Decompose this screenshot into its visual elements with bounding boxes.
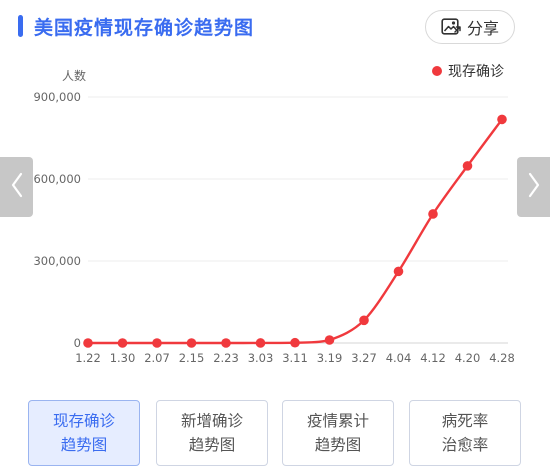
tab-label-line1: 新增确诊	[180, 412, 243, 430]
chart-tabs: 现存确诊 趋势图 新增确诊 趋势图 疫情累计 趋势图 病死率 治愈率	[0, 400, 550, 468]
tab-label-line1: 现存确诊	[52, 412, 115, 430]
y-axis-unit: 人数	[62, 68, 86, 83]
x-tick-label: 2.23	[213, 351, 239, 365]
x-tick-label: 1.30	[110, 351, 136, 365]
legend-marker	[432, 66, 442, 76]
data-point	[359, 315, 369, 326]
grid-lines	[88, 96, 508, 344]
data-point	[290, 337, 300, 348]
tab-label-line1: 疫情累计	[306, 412, 369, 430]
data-point	[221, 338, 231, 348]
next-chart-button[interactable]	[517, 157, 550, 217]
x-tick-label: 3.03	[248, 351, 274, 365]
data-point	[462, 161, 473, 171]
tab-label-line2: 趋势图	[60, 436, 108, 454]
chevron-right-icon	[527, 172, 541, 202]
data-point	[393, 266, 404, 277]
trend-chart: 人数 0 300,000 600,000 900,000 1.22 1.30 2.07 2.…	[0, 56, 550, 386]
title-accent-bar	[18, 15, 23, 37]
series-line	[87, 118, 503, 345]
series-layer	[83, 114, 507, 348]
tab-new-confirmed[interactable]: 新增确诊 趋势图	[156, 400, 268, 466]
tab-label-line1: 病死率	[441, 412, 489, 430]
x-tick-label: 3.19	[317, 351, 343, 365]
page-title: 美国疫情现存确诊趋势图	[34, 17, 255, 39]
chevron-left-icon	[10, 172, 24, 202]
data-point	[152, 338, 162, 348]
x-tick-label: 4.20	[455, 351, 481, 365]
data-point	[117, 338, 128, 348]
tab-label-line2: 趋势图	[188, 436, 236, 454]
y-tick-labels: 0 300,000 600,000 900,000	[33, 90, 81, 350]
tab-label-line2: 趋势图	[314, 436, 362, 454]
data-point	[497, 114, 507, 125]
legend-label: 现存确诊	[448, 64, 504, 80]
tab-cumulative[interactable]: 疫情累计 趋势图	[282, 400, 394, 466]
x-tick-label: 3.27	[351, 351, 377, 365]
data-point	[83, 338, 93, 348]
x-tick-label: 2.15	[179, 351, 205, 365]
x-tick-label: 4.28	[489, 351, 515, 365]
x-tick-label: 1.22	[75, 351, 101, 365]
y-tick-label: 900,000	[33, 90, 81, 104]
x-tick-label: 2.07	[144, 351, 170, 365]
tab-label-line2: 治愈率	[441, 436, 489, 454]
data-point	[324, 335, 335, 345]
chart-header: 美国疫情现存确诊趋势图 分享	[0, 0, 550, 56]
x-tick-label: 3.11	[282, 351, 308, 365]
chart-svg: 人数 0 300,000 600,000 900,000 1.22 1.30 2.07 2.…	[33, 64, 515, 365]
tab-current-confirmed[interactable]: 现存确诊 趋势图	[28, 400, 140, 466]
data-point	[186, 338, 197, 348]
data-point	[428, 209, 438, 219]
image-share-icon	[441, 18, 461, 36]
share-label: 分享	[466, 19, 499, 38]
share-button[interactable]: 分享	[425, 10, 515, 44]
x-tick-label: 4.12	[420, 351, 446, 365]
y-tick-label: 600,000	[33, 172, 81, 186]
data-point	[255, 338, 266, 348]
y-tick-label: 0	[74, 336, 81, 350]
y-tick-label: 300,000	[33, 254, 81, 268]
x-tick-label: 4.04	[386, 351, 412, 365]
legend: 现存确诊	[432, 64, 504, 80]
tab-fatality-recovery[interactable]: 病死率 治愈率	[409, 400, 521, 466]
x-tick-labels: 1.22 1.30 2.07 2.15 2.23 3.03 3.11 3.19 3.27 4.04…	[75, 351, 515, 365]
prev-chart-button[interactable]	[0, 157, 33, 217]
